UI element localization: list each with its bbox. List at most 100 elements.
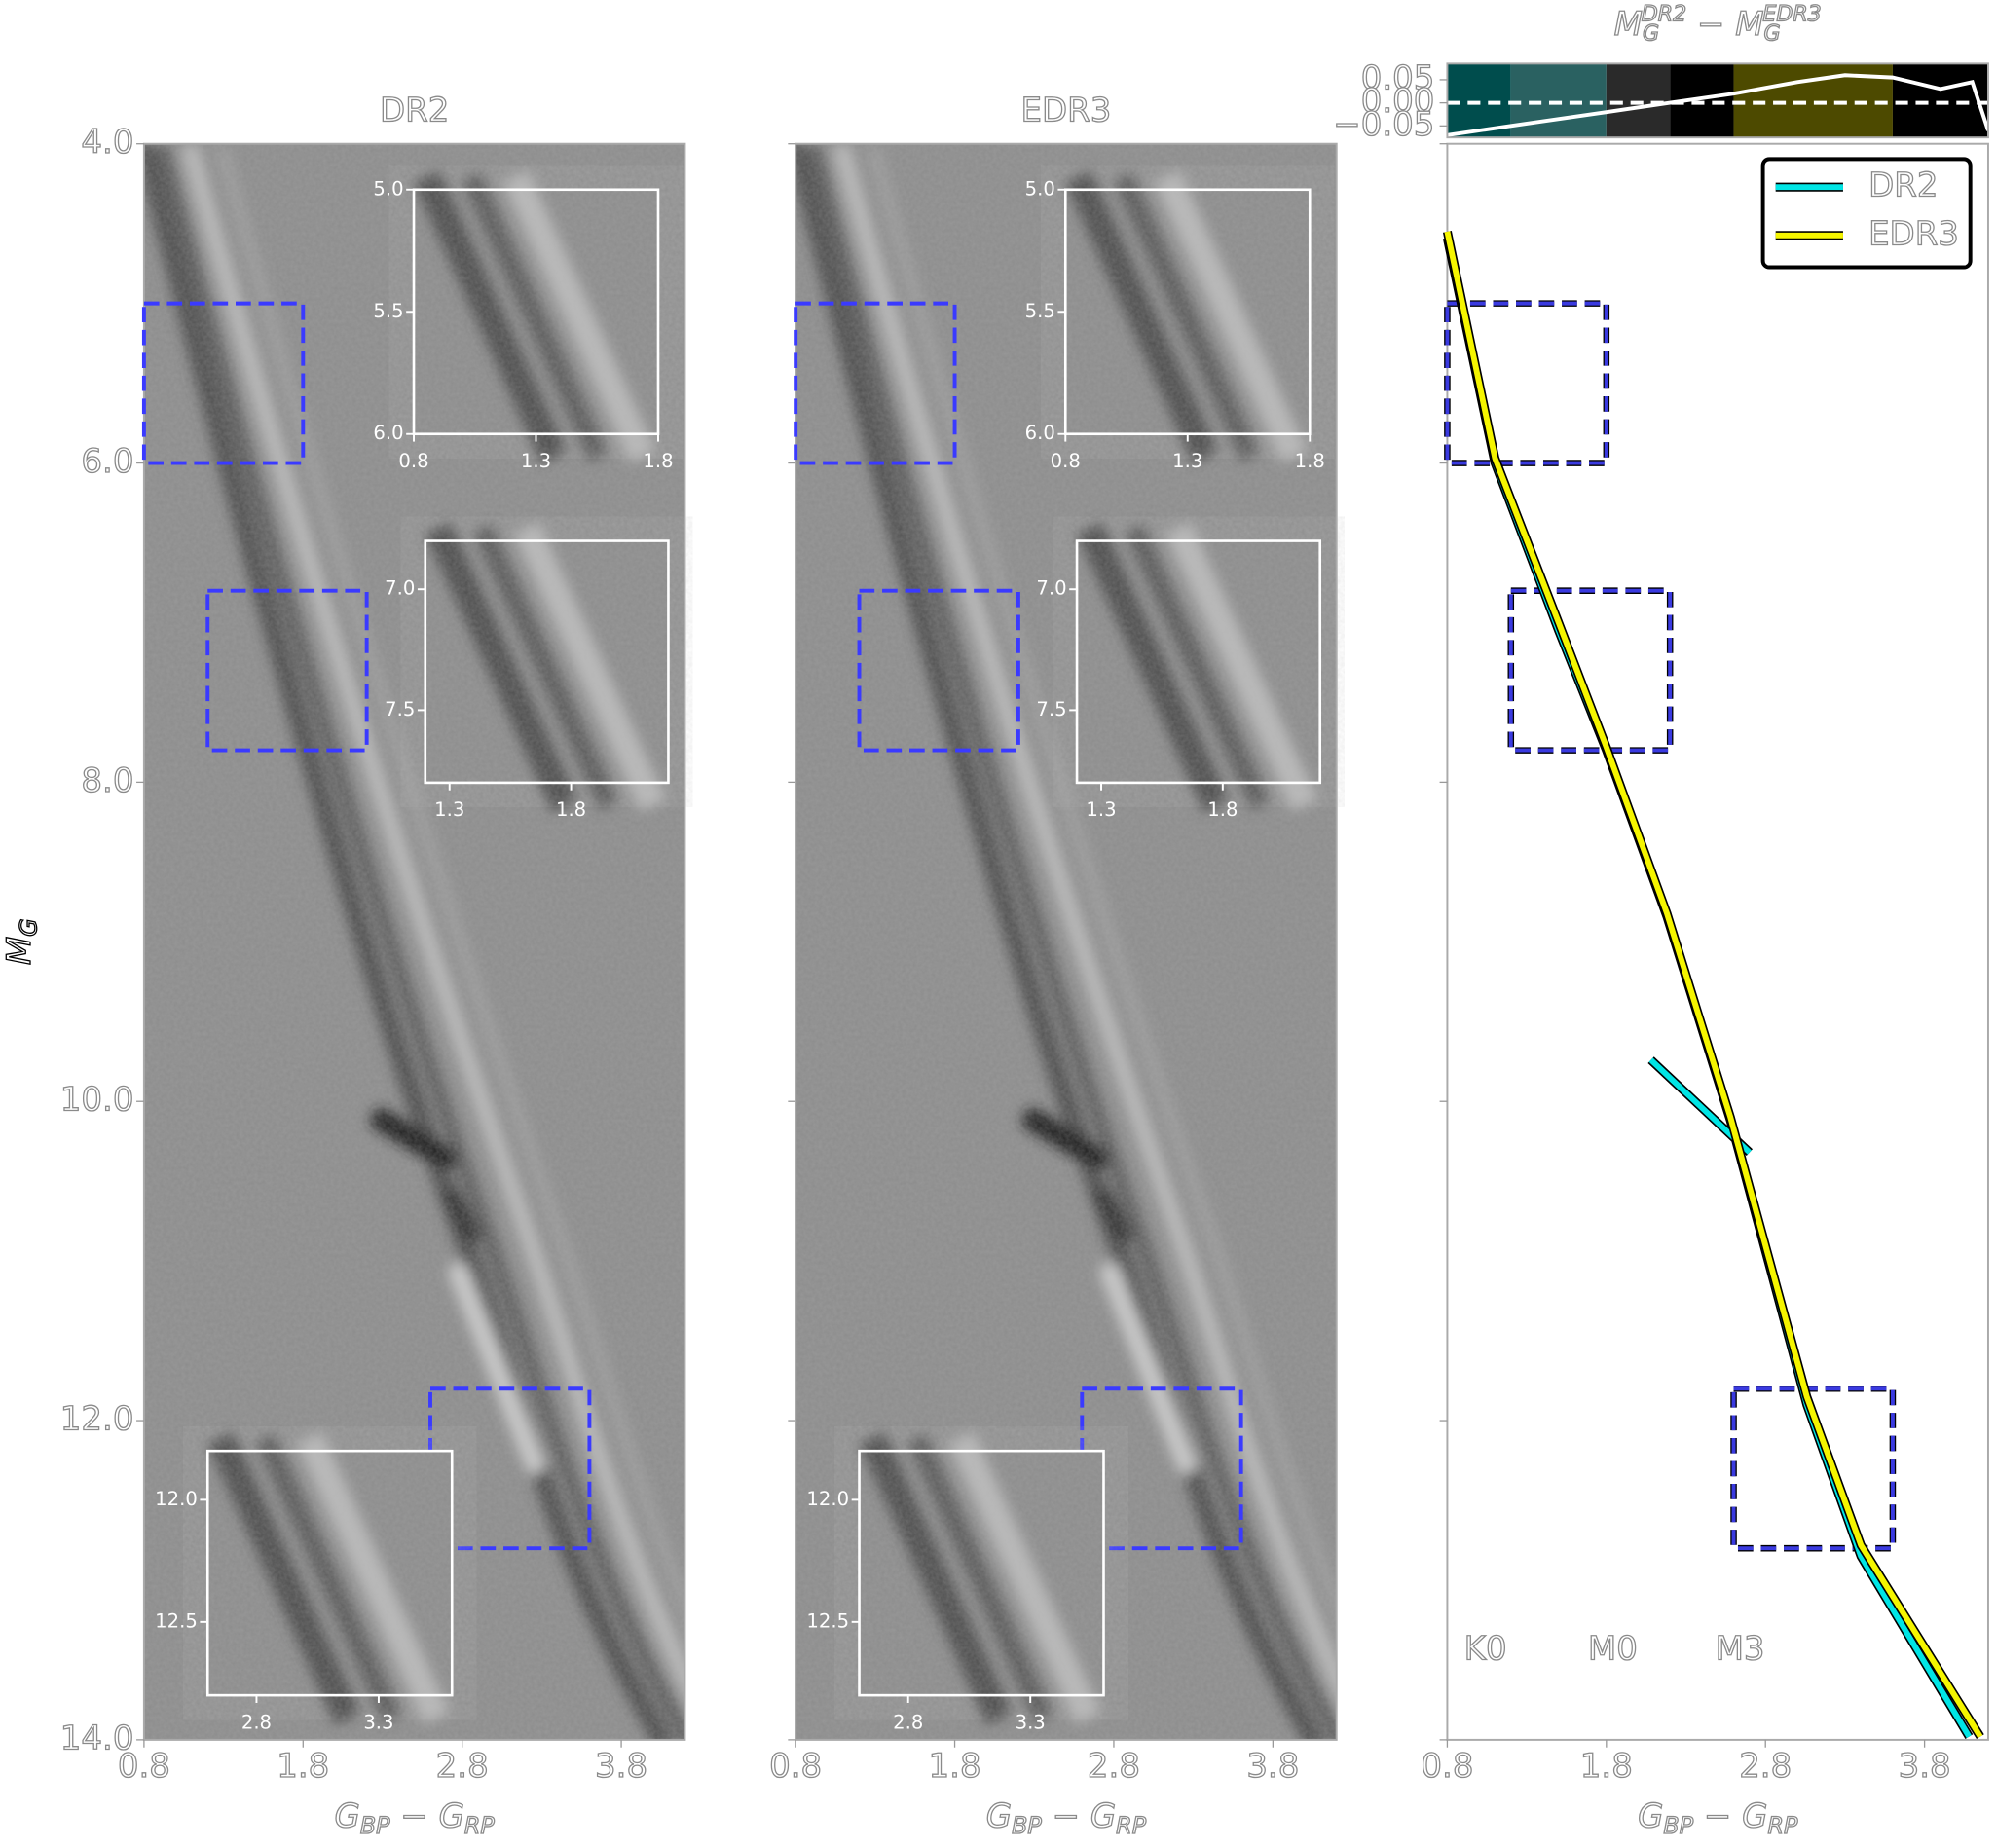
label-subscript: BP — [360, 1811, 390, 1838]
inset-x-tick-label: 2.8 — [241, 1711, 272, 1733]
inset-x-tick-label: 0.8 — [398, 450, 428, 472]
inset-y-tick-label: 7.5 — [1036, 698, 1066, 721]
inset-x-tick-label: 1.8 — [1295, 450, 1325, 472]
inset-x-tick-label: 1.8 — [643, 450, 673, 472]
strip-y-tick-label: −0.05 — [1333, 105, 1434, 144]
inset-y-tick-label: 7.5 — [385, 698, 415, 721]
legend-label: DR2 — [1868, 166, 1938, 205]
inset-frame — [858, 1449, 1105, 1697]
y-tick-label: 12.0 — [60, 1400, 134, 1439]
x-tick-label: 0.8 — [118, 1747, 170, 1786]
color-band — [1606, 63, 1671, 138]
label-part: M — [0, 937, 39, 965]
x-axis-label: GBP − GRP — [335, 1796, 496, 1838]
axes-frame — [795, 142, 1338, 1741]
title-part: G — [1643, 20, 1659, 46]
difference-curve — [1447, 73, 1990, 137]
inset-x-tick-label: 1.3 — [521, 450, 551, 472]
x-tick-label: 1.8 — [929, 1747, 981, 1786]
y-axis-label: MG — [0, 918, 42, 965]
panel-title: EDR3 — [1021, 92, 1112, 130]
zoom-region — [1445, 301, 1608, 465]
title-part: EDR3 — [1762, 2, 1821, 27]
inset-image — [1077, 529, 1320, 806]
strip-y-tick-label: 0.00 — [1361, 82, 1435, 121]
inset-x-tick-label: 1.8 — [1207, 798, 1238, 821]
y-tick-label: 10.0 — [60, 1081, 134, 1120]
x-tick-label: 3.8 — [1246, 1747, 1299, 1786]
label-subscript: RP — [1116, 1811, 1147, 1838]
axes-frame — [1446, 142, 1989, 1741]
inset-y-tick-label: 7.0 — [1036, 577, 1066, 600]
x-tick-label: 2.8 — [1739, 1747, 1792, 1786]
label-subscript: BP — [1012, 1811, 1042, 1838]
color-band — [1892, 63, 1988, 138]
inset-x-tick-label: 1.3 — [434, 798, 464, 821]
inset-frame — [424, 539, 670, 785]
inset-y-tick-label: 6.0 — [373, 422, 403, 444]
label-subscript: RP — [1767, 1811, 1798, 1838]
title-part: − M — [1686, 5, 1763, 44]
inset-y-tick-label: 5.0 — [1025, 177, 1055, 200]
inset-y-tick-label: 12.0 — [806, 1488, 849, 1510]
y-tick-label: 8.0 — [81, 761, 133, 800]
inset-frame — [1075, 539, 1322, 785]
panel-title: DR2 — [380, 92, 449, 130]
spectral-type: M0 — [1588, 1630, 1638, 1669]
label-part: − G — [1693, 1796, 1767, 1835]
color-band — [1510, 63, 1607, 138]
spectral-type: M3 — [1716, 1630, 1765, 1669]
x-tick-label: 0.8 — [769, 1747, 822, 1786]
title-part: M — [1614, 5, 1643, 44]
inset-y-tick-label: 5.5 — [373, 300, 403, 322]
y-tick-label: 14.0 — [60, 1719, 134, 1757]
label-subscript: RP — [464, 1811, 496, 1838]
inset-x-tick-label: 1.8 — [556, 798, 586, 821]
zoom-region — [1508, 588, 1673, 753]
inset-x-tick-label: 1.3 — [1086, 798, 1116, 821]
x-tick-label: 0.8 — [1421, 1747, 1473, 1786]
inset-y-tick-label: 12.5 — [155, 1609, 198, 1632]
label-part: G — [1638, 1796, 1663, 1835]
inset-image — [414, 177, 658, 458]
zoom-region — [141, 301, 306, 465]
inset-x-tick-label: 3.3 — [363, 1711, 393, 1733]
inset-y-tick-label: 5.0 — [373, 177, 403, 200]
zoom-region — [205, 588, 369, 753]
inset-y-tick-label: 12.0 — [155, 1488, 198, 1510]
strip-y-tick-label: 0.05 — [1361, 58, 1435, 97]
x-tick-label: 1.8 — [277, 1747, 329, 1786]
inset-x-tick-label: 3.3 — [1016, 1711, 1046, 1733]
inset-image — [860, 1438, 1104, 1719]
label-subscript: BP — [1663, 1811, 1693, 1838]
zoom-region — [857, 588, 1020, 753]
x-tick-label: 2.8 — [436, 1747, 489, 1786]
inset-x-tick-label: 2.8 — [893, 1711, 923, 1733]
axes-frame — [142, 142, 686, 1741]
inset-y-tick-label: 6.0 — [1025, 422, 1055, 444]
zoom-region — [794, 301, 957, 465]
x-axis-label: GBP − GRP — [986, 1796, 1147, 1838]
color-band — [1447, 63, 1511, 138]
inset-image — [1065, 177, 1310, 458]
title-part: G — [1764, 20, 1781, 46]
spectral-type: K0 — [1464, 1630, 1507, 1669]
inset-y-tick-label: 12.5 — [806, 1609, 849, 1632]
inset-y-tick-label: 5.5 — [1025, 300, 1055, 322]
title-part: DR2 — [1642, 2, 1686, 27]
label-subscript: G — [15, 918, 42, 936]
inset-frame — [205, 1449, 454, 1697]
legend-label: EDR3 — [1868, 214, 1959, 253]
label-part: − G — [1042, 1796, 1116, 1835]
strip-frame — [1446, 62, 1989, 139]
x-tick-label: 3.8 — [1899, 1747, 1951, 1786]
label-part: − G — [390, 1796, 464, 1835]
plot-background — [1447, 143, 1988, 1740]
label-part: G — [335, 1796, 360, 1835]
inset-y-tick-label: 7.0 — [385, 577, 415, 600]
inset-image — [425, 529, 669, 806]
label-part: G — [986, 1796, 1012, 1835]
inset-x-tick-label: 0.8 — [1051, 450, 1081, 472]
x-axis-label: GBP − GRP — [1638, 1796, 1798, 1838]
